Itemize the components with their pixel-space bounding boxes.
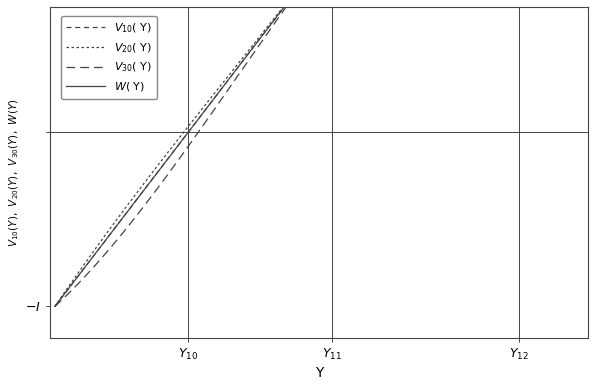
Y-axis label: $V_{10}$($Y$),  $V_{20}$($Y$),  $V_{30}$($Y$),  $W$($Y$): $V_{10}$($Y$), $V_{20}$($Y$), $V_{30}$($… bbox=[7, 98, 21, 247]
Legend: $V_{10}$( Y), $V_{20}$( Y), $V_{30}$( Y), $W$( Y): $V_{10}$( Y), $V_{20}$( Y), $V_{30}$( Y)… bbox=[61, 16, 157, 99]
X-axis label: Y: Y bbox=[315, 366, 323, 380]
